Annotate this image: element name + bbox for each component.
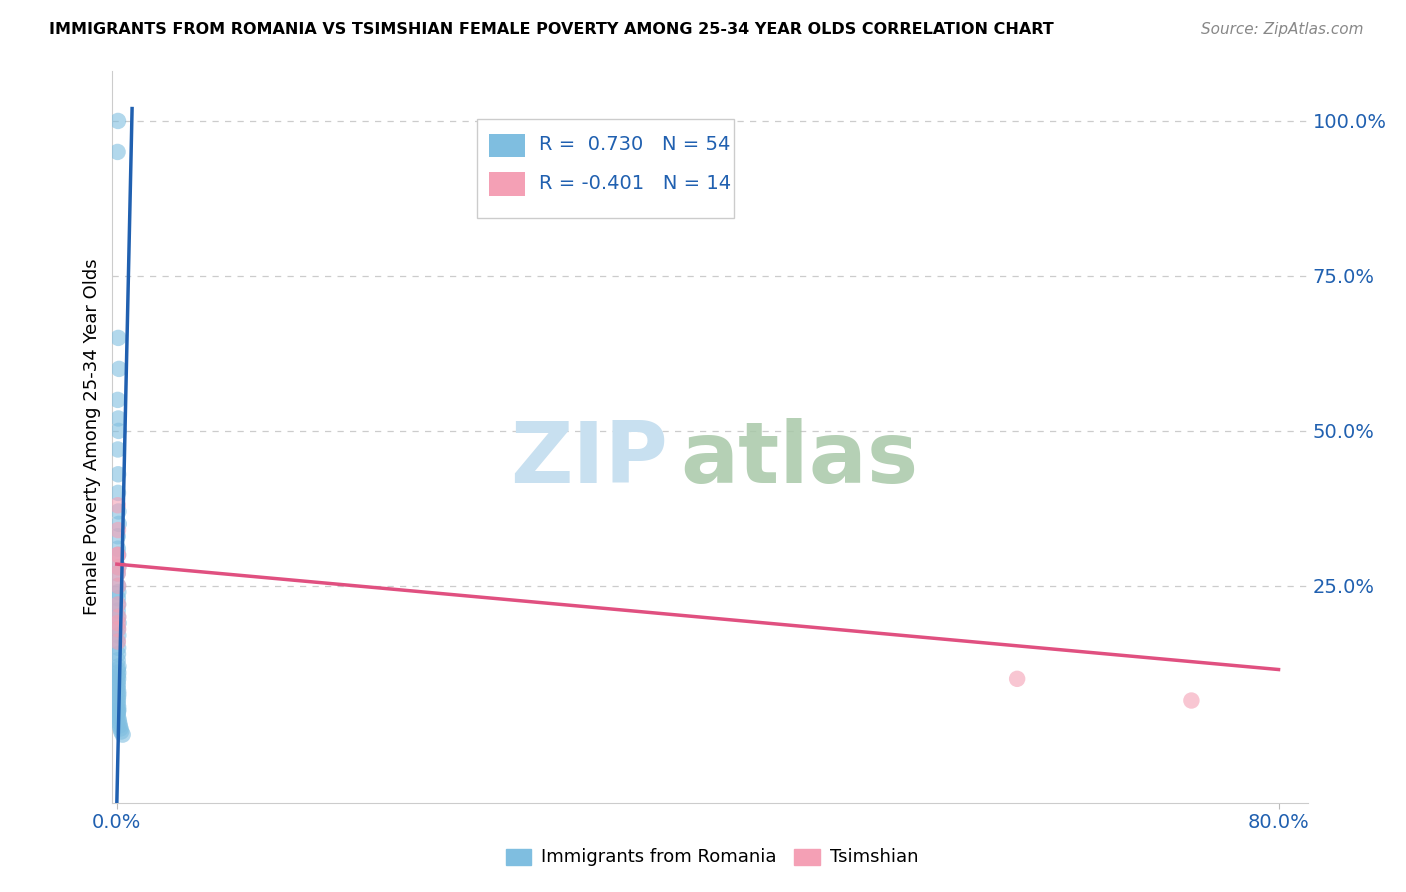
Point [107, 411, 129, 425]
Point [107, 634, 129, 648]
Point [110, 722, 132, 736]
Point [107, 548, 129, 562]
Point [107, 628, 129, 642]
Point [107, 424, 129, 438]
Point [107, 145, 129, 159]
Point [107, 566, 129, 581]
Point [107, 516, 129, 531]
Point [107, 693, 129, 707]
Point [107, 703, 129, 717]
Point [107, 579, 129, 593]
Text: Tsimshian: Tsimshian [830, 848, 918, 866]
Point [107, 610, 129, 624]
Point [107, 647, 129, 661]
Point [107, 634, 129, 648]
Point [107, 560, 129, 574]
Point [107, 622, 129, 636]
Point [111, 728, 134, 742]
Point [107, 114, 129, 128]
Point [107, 591, 129, 606]
Point [107, 598, 129, 612]
Point [107, 541, 129, 556]
Text: atlas: atlas [681, 417, 918, 500]
Point [110, 724, 132, 739]
Text: R = -0.401   N = 14: R = -0.401 N = 14 [538, 174, 731, 193]
Point [107, 678, 129, 692]
Point [107, 704, 129, 718]
Point [107, 706, 129, 720]
Point [107, 579, 129, 593]
Point [107, 529, 129, 543]
Text: IMMIGRANTS FROM ROMANIA VS TSIMSHIAN FEMALE POVERTY AMONG 25-34 YEAR OLDS CORREL: IMMIGRANTS FROM ROMANIA VS TSIMSHIAN FEM… [49, 22, 1054, 37]
Point [107, 566, 129, 581]
FancyBboxPatch shape [489, 134, 524, 157]
Point [107, 672, 129, 686]
Point [107, 615, 129, 630]
Point [107, 669, 129, 683]
Point [108, 715, 131, 730]
Text: ZIP: ZIP [510, 417, 668, 500]
Point [107, 681, 129, 695]
Point [107, 687, 129, 701]
Point [107, 486, 129, 500]
Point [107, 523, 129, 537]
Point [107, 615, 129, 630]
Y-axis label: Female Poverty Among 25-34 Year Olds: Female Poverty Among 25-34 Year Olds [83, 259, 101, 615]
Text: Immigrants from Romania: Immigrants from Romania [541, 848, 776, 866]
Point [107, 548, 129, 562]
Point [107, 653, 129, 667]
Point [107, 442, 129, 457]
Text: Source: ZipAtlas.com: Source: ZipAtlas.com [1201, 22, 1364, 37]
Point [107, 610, 129, 624]
Point [107, 697, 129, 711]
Point [107, 548, 129, 562]
Point [107, 504, 129, 518]
Point [107, 604, 129, 618]
Point [108, 362, 131, 376]
Point [107, 392, 129, 407]
Point [107, 585, 129, 599]
Text: R =  0.730   N = 54: R = 0.730 N = 54 [538, 135, 731, 154]
FancyBboxPatch shape [477, 119, 734, 218]
Point [107, 690, 129, 705]
Point [107, 498, 129, 512]
Point [108, 718, 131, 732]
Point [107, 467, 129, 482]
Point [1005, 672, 1028, 686]
Point [107, 684, 129, 698]
Point [107, 712, 129, 726]
Point [107, 560, 129, 574]
Point [107, 665, 129, 680]
Point [1180, 693, 1202, 707]
Point [107, 674, 129, 689]
Point [107, 663, 129, 677]
Point [107, 659, 129, 673]
Point [107, 699, 129, 714]
Point [107, 622, 129, 636]
Point [107, 709, 129, 723]
Point [107, 598, 129, 612]
Point [107, 331, 129, 345]
Point [107, 640, 129, 655]
FancyBboxPatch shape [489, 172, 524, 195]
